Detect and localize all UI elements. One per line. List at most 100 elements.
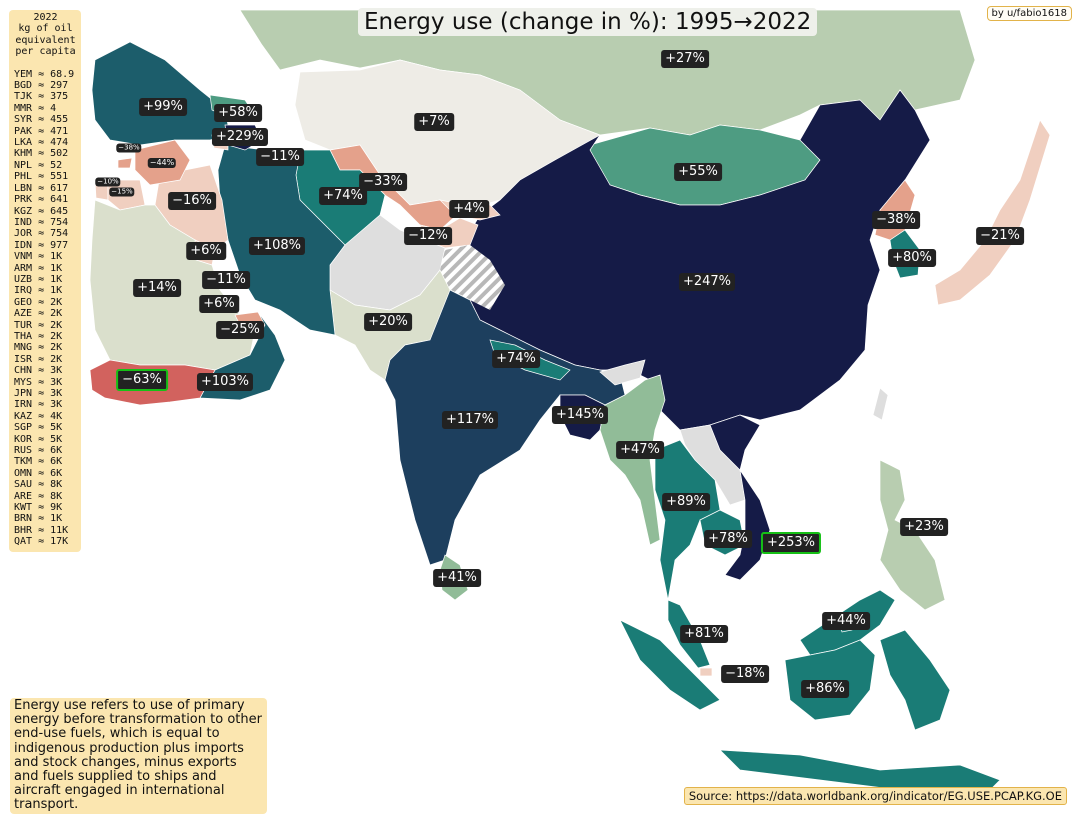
change-label-pak: +20% (364, 313, 412, 331)
change-label-uzb: −33% (359, 173, 407, 191)
change-label-phl: +23% (900, 518, 948, 536)
country-kashmir-disputed (440, 245, 505, 310)
legend-row: SGP ≈ 5K (14, 422, 63, 434)
legend-row: KOR ≈ 5K (14, 433, 63, 445)
change-label-tjk: −12% (404, 227, 452, 245)
change-label-irn: +108% (248, 237, 306, 255)
legend-row: MYS ≈ 3K (14, 376, 63, 388)
change-label-jpn: −21% (976, 227, 1024, 245)
map-title: Energy use (change in %): 1995→2022 (358, 8, 818, 36)
change-label-vnm: +253% (760, 532, 822, 554)
country-bhutan (599, 359, 646, 386)
legend-header-line: kg of oil (18, 23, 73, 35)
change-label-irq: −16% (168, 192, 216, 210)
legend-row: KAZ ≈ 4K (14, 410, 63, 422)
legend-row: NPL ≈ 52 (14, 159, 63, 171)
legend-row: IRQ ≈ 1K (14, 285, 63, 297)
change-label-jor: −15% (109, 187, 135, 197)
legend-row: CHN ≈ 3K (14, 365, 63, 377)
legend-row: YEM ≈ 68.9 (14, 68, 75, 80)
change-label-qat: +6% (199, 295, 239, 313)
legend-row: PRK ≈ 641 (14, 194, 69, 206)
legend-row: UZB ≈ 1K (14, 273, 63, 285)
change-label-lka: +41% (433, 569, 481, 587)
change-label-mys: +81% (680, 625, 728, 643)
legend-row: JOR ≈ 754 (14, 228, 69, 240)
legend-row: LBN ≈ 617 (14, 182, 69, 194)
change-label-sgp: −18% (721, 665, 769, 683)
legend-row: MNG ≈ 2K (14, 342, 63, 354)
legend-row: SYR ≈ 455 (14, 114, 69, 126)
country-indonesia (619, 619, 1001, 791)
change-label-lbn: −38% (116, 143, 142, 153)
legend-row: BHR ≈ 11K (14, 524, 69, 536)
country-lebanon (117, 157, 133, 169)
change-label-tur: +99% (139, 98, 187, 116)
legend-row: TKM ≈ 6K (14, 456, 63, 468)
change-label-kgz: +4% (449, 200, 489, 218)
change-label-kaz: +7% (414, 113, 454, 131)
change-label-prk: −38% (872, 211, 920, 229)
change-label-brn: +44% (822, 612, 870, 630)
change-label-bgd: +145% (551, 406, 609, 424)
legend-row: BGD ≈ 297 (14, 80, 69, 92)
definition-note: Energy use refers to use of primary ener… (10, 698, 267, 814)
change-label-geo: +58% (214, 104, 262, 122)
legend-row: TUR ≈ 2K (14, 319, 63, 331)
change-label-yem: −63% (116, 369, 168, 391)
change-label-sau: +14% (133, 279, 181, 297)
country-myanmar (599, 374, 666, 546)
legend-row: ARM ≈ 1K (14, 262, 63, 274)
legend-row: VNM ≈ 1K (14, 251, 63, 263)
legend-row: PHL ≈ 551 (14, 171, 69, 183)
legend-row: KHM ≈ 502 (14, 148, 69, 160)
change-label-aze: +229% (211, 128, 269, 146)
change-label-mmr: +47% (616, 441, 664, 459)
change-label-arm: −11% (256, 148, 304, 166)
country-vietnam (709, 414, 771, 581)
legend-header-line: per capita (15, 46, 76, 58)
legend-row: TJK ≈ 375 (14, 91, 69, 103)
legend-row: IND ≈ 754 (14, 216, 69, 228)
legend-row: JPN ≈ 3K (14, 388, 63, 399)
legend-row: OMN ≈ 6K (14, 467, 63, 479)
change-label-syr: −44% (147, 158, 177, 168)
change-label-isr: −10% (95, 177, 121, 187)
change-label-are: −25% (216, 321, 264, 339)
country-shapes (89, 9, 1051, 791)
legend-row: KGZ ≈ 645 (14, 205, 69, 217)
country-turkey (91, 41, 231, 146)
legend-row: AZE ≈ 2K (14, 308, 63, 320)
legend-row: LKA ≈ 474 (14, 137, 69, 149)
legend-row: IDN ≈ 977 (14, 239, 69, 251)
legend-header: 2022 kg of oil equivalent per capita (14, 12, 81, 58)
source-citation: Source: https://data.worldbank.org/indic… (683, 787, 1067, 805)
legend-row: RUS ≈ 6K (14, 445, 63, 457)
change-label-bhr: −11% (202, 271, 250, 289)
change-label-chn: +247% (678, 273, 736, 291)
per-capita-legend: 2022 kg of oil equivalent per capita YEM… (9, 10, 81, 552)
country-singapore (699, 667, 713, 677)
change-label-khm: +78% (704, 530, 752, 548)
legend-row: THA ≈ 2K (14, 330, 63, 342)
change-label-kwt: +6% (186, 242, 226, 260)
country-thailand (654, 439, 721, 601)
legend-row: PAK ≈ 471 (14, 125, 69, 137)
legend-row: ISR ≈ 2K (14, 353, 63, 365)
legend-row: SAU ≈ 8K (14, 479, 63, 491)
legend-row: GEO ≈ 2K (14, 296, 63, 308)
legend-row: IRN ≈ 3K (14, 399, 63, 411)
change-label-tkm: +74% (319, 187, 367, 205)
change-label-mng: +55% (674, 163, 722, 181)
change-label-idn: +86% (801, 680, 849, 698)
legend-rows: YEM ≈ 68.9 BGD ≈ 297 TJK ≈ 375 MMR ≈ 4 SYR ≈… (14, 69, 81, 548)
legend-row: MMR ≈ 4 (14, 102, 57, 114)
change-label-rus: +27% (661, 50, 709, 68)
author-credit: by u/fabio1618 (986, 6, 1072, 21)
change-label-kor: +80% (888, 249, 936, 267)
legend-row: ARE ≈ 8K (14, 490, 63, 502)
legend-header-line: equivalent (15, 34, 76, 46)
legend-header-line: 2022 (33, 12, 58, 23)
change-label-npl: +74% (492, 350, 540, 368)
